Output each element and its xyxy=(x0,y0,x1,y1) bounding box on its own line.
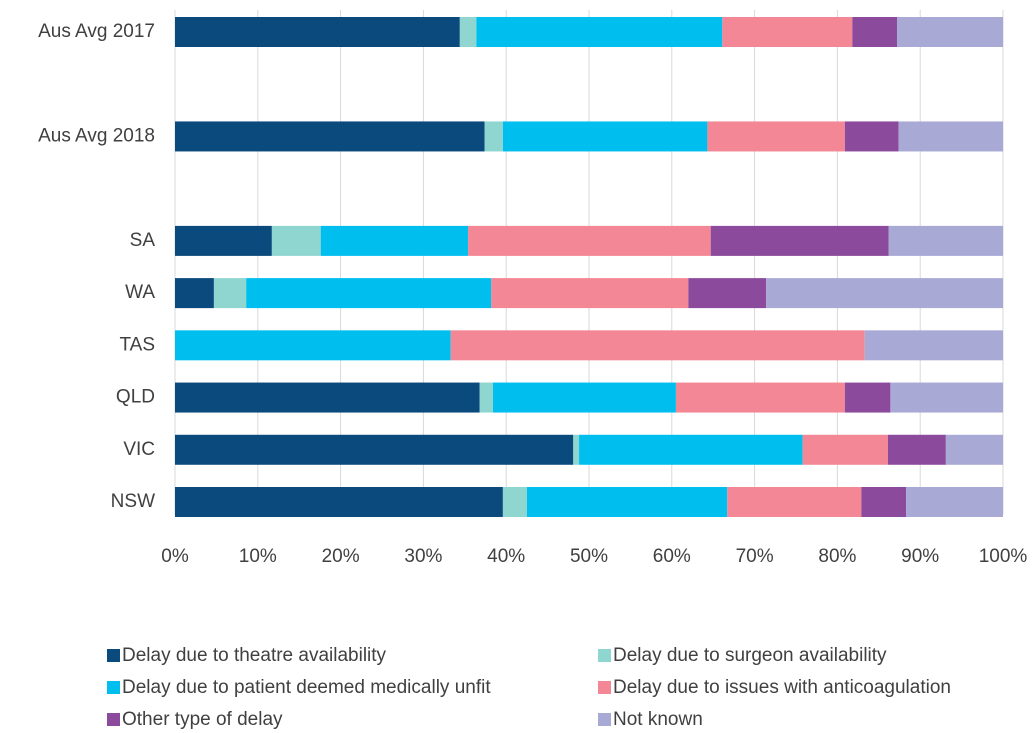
bar-segment xyxy=(320,225,469,256)
x-tick-label: 30% xyxy=(404,546,442,567)
bar-segment xyxy=(707,121,845,152)
bar-segment xyxy=(864,330,1003,361)
legend-label: Not known xyxy=(613,709,703,730)
bar-segment xyxy=(897,17,1003,47)
x-tick-label: 0% xyxy=(161,546,189,567)
x-tick-label: 50% xyxy=(570,546,608,567)
bar-segment xyxy=(484,121,503,152)
bar-segment xyxy=(175,330,451,361)
bar-segment xyxy=(175,434,574,465)
bar-segment xyxy=(844,121,899,152)
bar-segment xyxy=(175,17,460,47)
y-tick-label: VIC xyxy=(123,439,155,460)
legend-label: Delay due to theatre availability xyxy=(122,645,387,666)
legend-swatch xyxy=(598,681,611,694)
bar-segment xyxy=(175,225,272,256)
bar-segment xyxy=(852,17,898,47)
x-tick-label: 90% xyxy=(901,546,939,567)
x-tick-label: 70% xyxy=(736,546,774,567)
x-tick-label: 40% xyxy=(487,546,525,567)
y-tick-label: QLD xyxy=(116,387,155,408)
bar-segment xyxy=(887,434,946,465)
bar-segment xyxy=(175,121,485,152)
bar-segment xyxy=(502,487,527,517)
bar-segment xyxy=(175,487,503,517)
x-tick-label: 20% xyxy=(322,546,360,567)
legend-swatch xyxy=(107,681,120,694)
legend-swatch xyxy=(107,713,120,726)
legend-label: Other type of delay xyxy=(122,709,283,730)
bar-segment xyxy=(844,382,891,413)
x-tick-label: 100% xyxy=(979,546,1028,567)
bar-segment xyxy=(175,278,214,309)
y-tick-label: NSW xyxy=(111,491,155,512)
x-tick-label: 10% xyxy=(239,546,277,567)
bar-segment xyxy=(175,382,480,413)
bar-segment xyxy=(479,382,493,413)
legend-swatch xyxy=(598,649,611,662)
bar-segment xyxy=(491,278,689,309)
bar-segment xyxy=(888,225,1003,256)
y-tick-label: WA xyxy=(125,282,155,303)
x-tick-label: 80% xyxy=(818,546,856,567)
legend-swatch xyxy=(598,713,611,726)
bar-segment xyxy=(468,225,711,256)
bar-segment xyxy=(710,225,889,256)
bar-segment xyxy=(526,487,728,517)
bar-segment xyxy=(898,121,1003,152)
bar-segment xyxy=(459,17,477,47)
y-tick-label: Aus Avg 2017 xyxy=(38,21,155,42)
bar-segment xyxy=(579,434,803,465)
bar-segment xyxy=(476,17,723,47)
bar-segment xyxy=(573,434,580,465)
legend-label: Delay due to surgeon availability xyxy=(613,645,887,666)
bar-segment xyxy=(727,487,862,517)
bar-segment xyxy=(675,382,845,413)
bar-segment xyxy=(906,487,1003,517)
bar-segment xyxy=(890,382,1003,413)
bar-segment xyxy=(802,434,888,465)
bar-segment xyxy=(861,487,907,517)
y-tick-label: SA xyxy=(130,230,156,251)
bar-segment xyxy=(213,278,247,309)
bar-segment xyxy=(502,121,708,152)
bar-segment xyxy=(246,278,492,309)
legend-label: Delay due to patient deemed medically un… xyxy=(122,677,491,698)
y-tick-label: Aus Avg 2018 xyxy=(38,125,155,146)
bar-segment xyxy=(688,278,767,309)
legend-swatch xyxy=(107,649,120,662)
bar-segment xyxy=(492,382,676,413)
bar-segment xyxy=(945,434,1003,465)
bar-segment xyxy=(766,278,1003,309)
bar-segment xyxy=(271,225,321,256)
legend-label: Delay due to issues with anticoagulation xyxy=(613,677,951,698)
y-tick-label: TAS xyxy=(119,334,155,355)
bar-segment xyxy=(722,17,853,47)
x-tick-label: 60% xyxy=(653,546,691,567)
bar-segment xyxy=(450,330,865,361)
